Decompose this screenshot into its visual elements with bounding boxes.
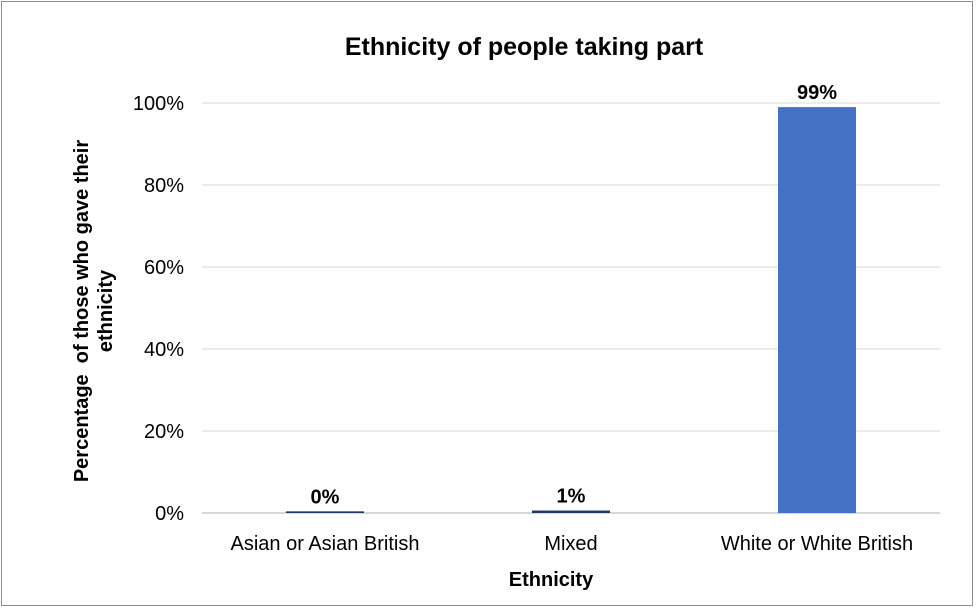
y-tick-label: 0%	[155, 503, 184, 525]
y-tick-label: 40%	[144, 339, 184, 361]
chart-title: Ethnicity of people taking part	[345, 33, 704, 61]
y-axis-title: Percentage of those who gave their ethni…	[71, 140, 117, 483]
x-tick-label: White or White British	[721, 533, 913, 555]
bar	[778, 107, 856, 513]
data-labels: 0% 1% 99%	[311, 82, 838, 508]
x-axis-title: Ethnicity	[509, 569, 594, 591]
x-tick-label: Asian or Asian British	[231, 533, 420, 555]
bar	[532, 510, 610, 513]
data-label: 99%	[797, 82, 837, 104]
y-tick-label: 20%	[144, 421, 184, 443]
bar	[286, 511, 364, 513]
x-tick-labels: Asian or Asian British Mixed White or Whit…	[231, 533, 914, 555]
y-tick-label: 60%	[144, 257, 184, 279]
data-label: 1%	[557, 486, 586, 508]
y-tick-labels: 0% 20% 40% 60% 80% 100%	[133, 93, 184, 525]
x-tick-label: Mixed	[544, 533, 597, 555]
bars	[286, 107, 856, 513]
y-axis-title-line-2: ethnicity	[95, 269, 117, 352]
y-tick-label: 80%	[144, 175, 184, 197]
data-label: 0%	[311, 486, 340, 508]
y-tick-label: 100%	[133, 93, 184, 115]
y-axis-title-line-1: Percentage of those who gave their	[71, 140, 93, 483]
